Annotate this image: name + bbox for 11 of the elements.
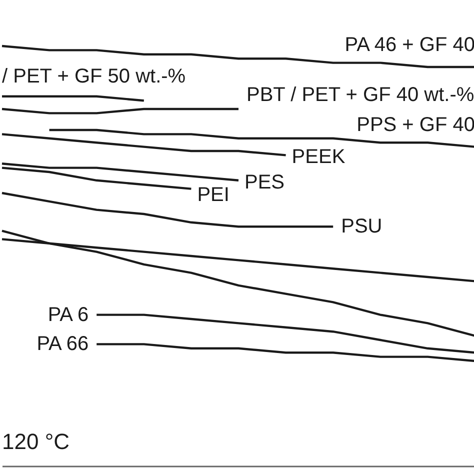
series-label: PA 6: [48, 304, 89, 326]
series-label: / PET + GF 50 wt.-%: [2, 65, 186, 88]
annotation: 120 °C: [2, 429, 70, 454]
series-label: PPS + GF 40: [356, 114, 474, 136]
series-label: PA 46 + GF 40: [344, 34, 474, 56]
series-label: PSU: [341, 216, 382, 238]
series-label: PBT / PET + GF 40 wt.-%: [246, 84, 474, 106]
series-label: PEI: [197, 184, 230, 206]
series-label: PEEK: [292, 146, 346, 168]
series-label: PA 66: [36, 333, 89, 356]
series-label: PES: [244, 171, 285, 194]
